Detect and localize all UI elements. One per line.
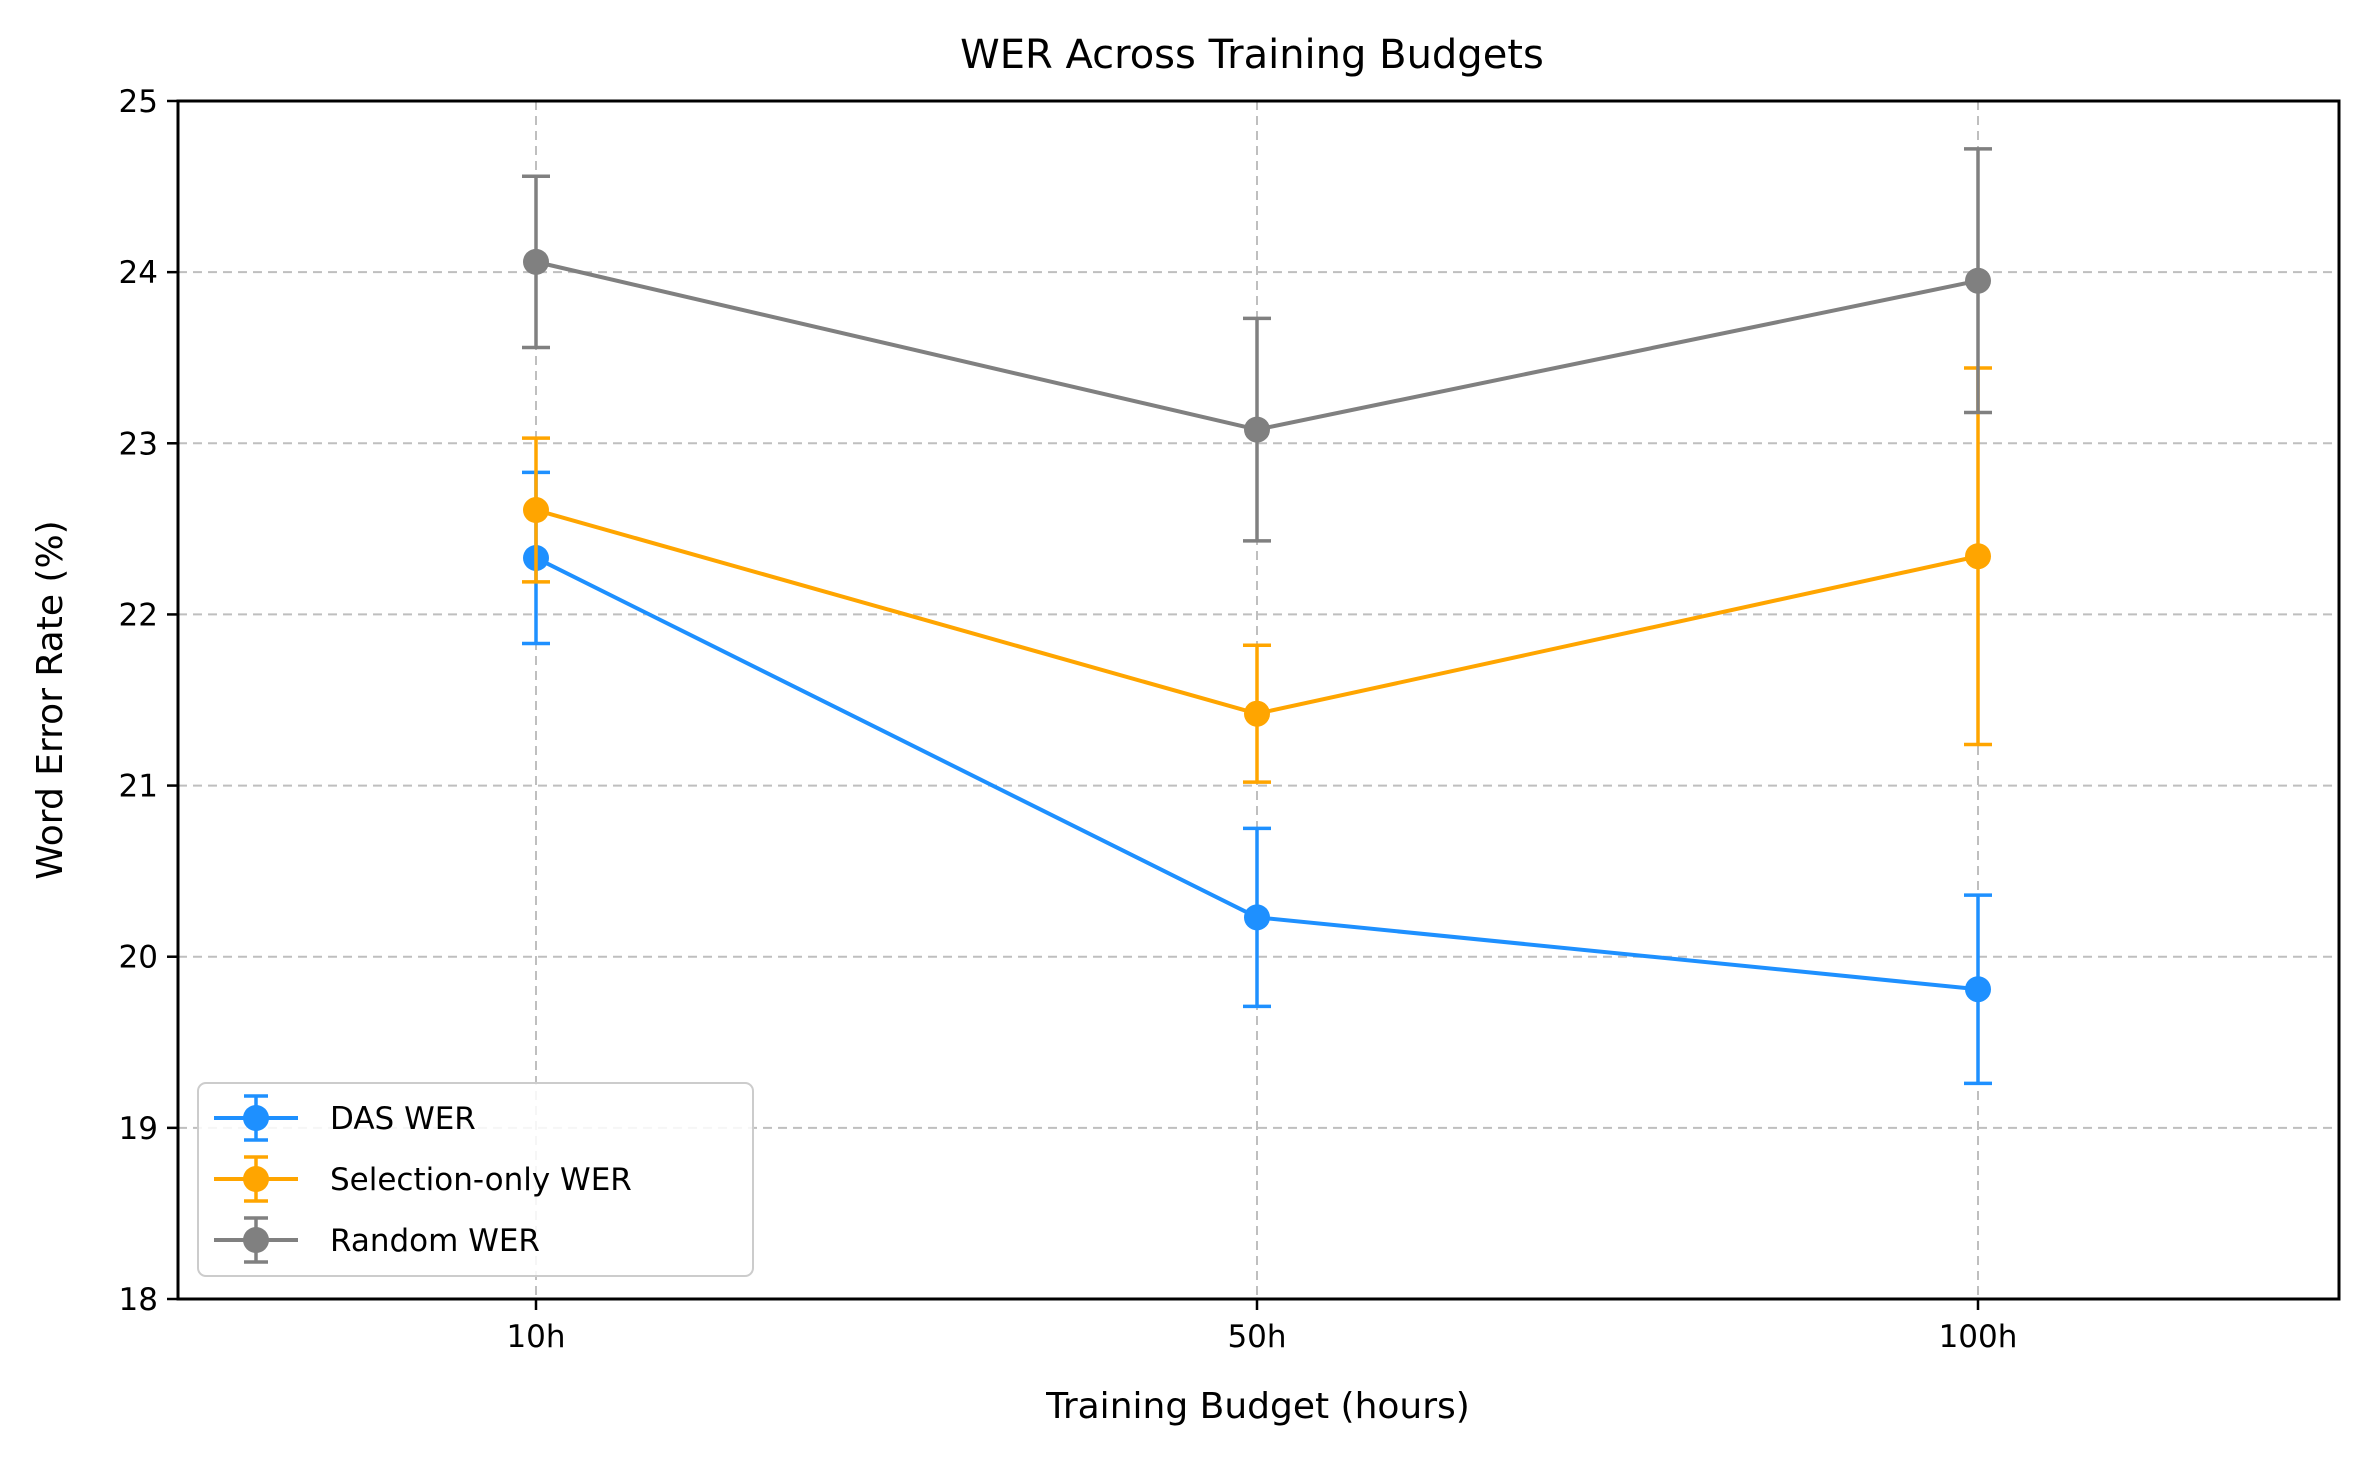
chart-title: WER Across Training Budgets	[960, 32, 1544, 78]
data-point	[1965, 543, 1991, 570]
y-tick-label: 20	[119, 940, 158, 976]
x-tick-label: 50h	[1227, 1319, 1286, 1355]
data-point	[523, 497, 549, 524]
series-random-wer	[522, 147, 1992, 543]
data-point	[523, 248, 549, 275]
series-group	[522, 147, 1992, 1086]
x-tick-label: 10h	[506, 1319, 565, 1355]
legend-marker	[243, 1105, 269, 1131]
data-point	[1244, 700, 1270, 727]
legend-label: DAS WER	[330, 1101, 476, 1137]
data-point	[1965, 267, 1991, 294]
legend-marker	[243, 1166, 269, 1192]
legend-box	[197, 1082, 754, 1277]
legend-marker	[243, 1227, 269, 1253]
plot-frame	[176, 99, 2341, 1301]
y-tick-label: 23	[119, 426, 158, 462]
data-point	[1965, 976, 1991, 1003]
series-das-wer	[522, 470, 1992, 1086]
y-tick-label: 18	[119, 1282, 158, 1318]
legend-item: Selection-only WER	[214, 1155, 632, 1203]
legend-item: Random WER	[214, 1216, 540, 1264]
y-tick-label: 19	[119, 1111, 158, 1147]
y-tick-label: 25	[119, 84, 158, 120]
data-point	[1244, 416, 1270, 443]
legend-item: DAS WER	[214, 1094, 476, 1142]
legend-label: Selection-only WER	[330, 1162, 632, 1198]
data-point	[1244, 904, 1270, 931]
y-tick-label: 21	[119, 769, 158, 805]
y-axis-label: Word Error Rate (%)	[30, 520, 71, 879]
axis-ticks: 18 19 20 21 22 23 24 25 10h 50h 100h	[119, 84, 2018, 1355]
legend-label: Random WER	[330, 1223, 540, 1259]
x-axis-label: Training Budget (hours)	[1045, 1386, 1470, 1427]
series-selection-only-wer	[522, 366, 1992, 784]
y-tick-label: 24	[119, 255, 158, 291]
y-tick-label: 22	[119, 597, 158, 633]
x-tick-label: 100h	[1939, 1319, 2018, 1355]
legend: DAS WER Selection-only WER Random WER	[197, 1082, 754, 1277]
